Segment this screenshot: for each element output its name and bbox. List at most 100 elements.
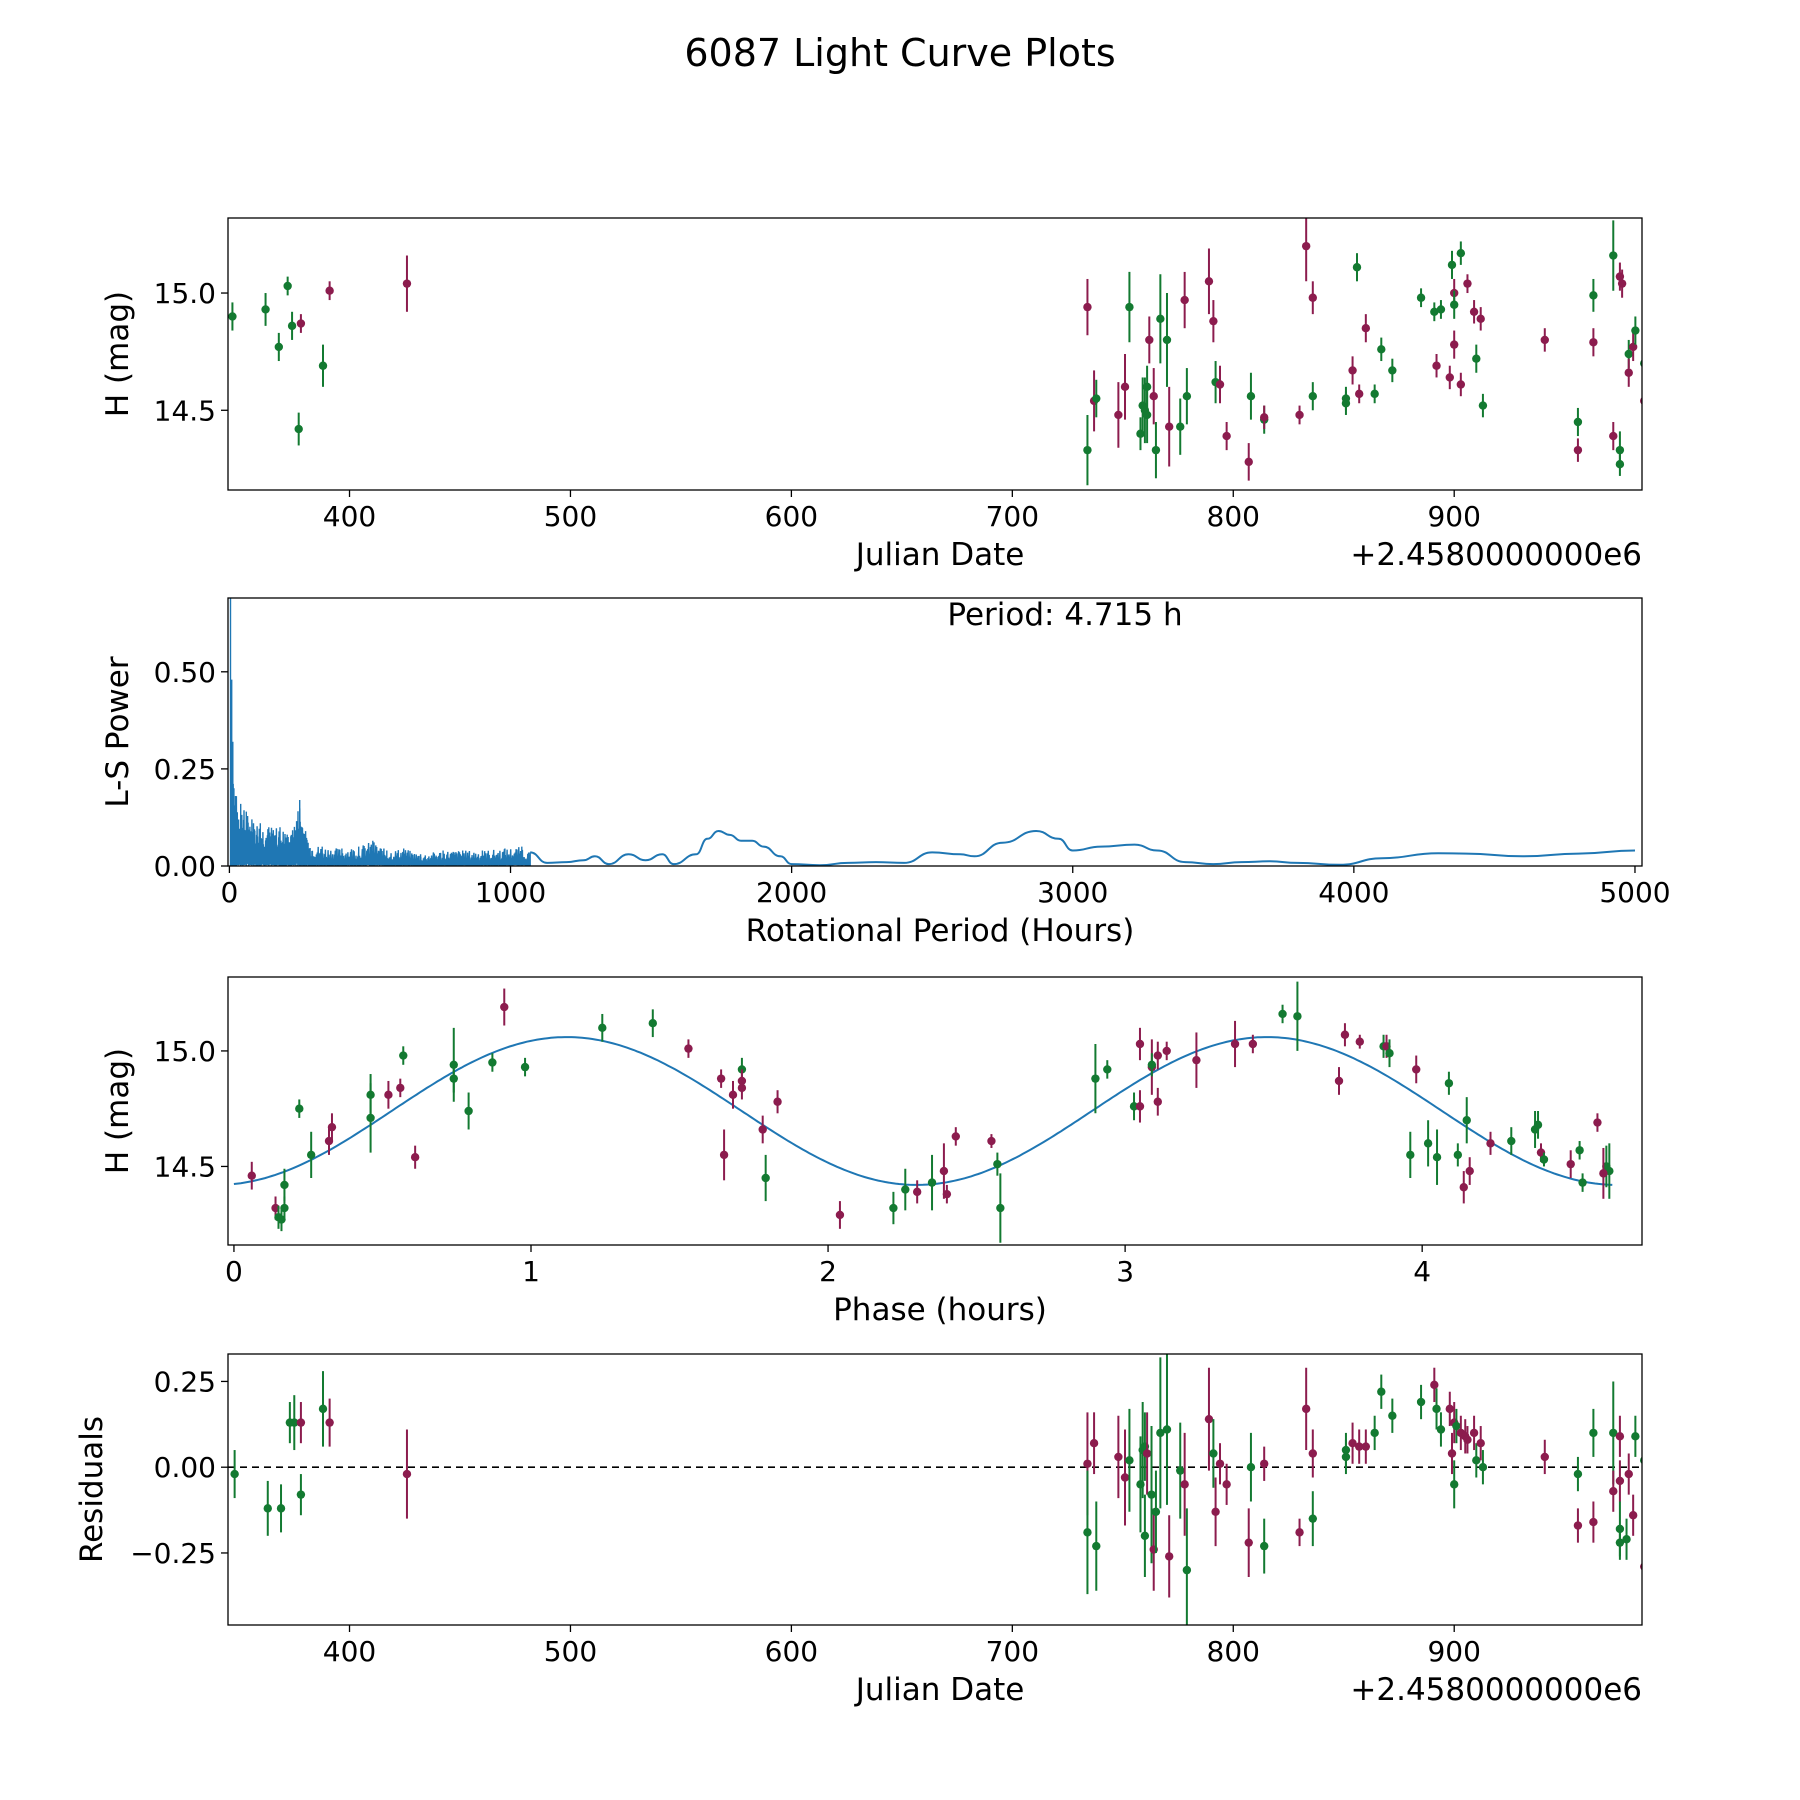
data-point [1370,1428,1379,1438]
data-point [1469,307,1479,316]
x-tick-label: 600 [765,1635,818,1668]
data-point [1478,1463,1488,1472]
data-point [1140,1531,1150,1541]
data-point [1192,1055,1201,1065]
data-point [1308,1514,1318,1523]
data-point [1341,399,1351,408]
data-point [927,1178,937,1187]
data-point [1248,1039,1258,1049]
data-point [1246,1463,1256,1472]
x-tick-label: 800 [1207,1635,1260,1668]
data-point [1348,366,1357,375]
period-annotation: Period: 4.715 h [947,597,1182,633]
data-point [1416,293,1426,302]
data-point [1640,1456,1642,1464]
data-point [287,321,297,331]
data-point [1120,1473,1130,1482]
data-point [1599,1169,1608,1178]
y-tick-label: 14.5 [154,1150,216,1183]
data-point [1430,1380,1439,1390]
data-point [1145,335,1154,345]
data-point [276,1504,286,1513]
data-point [1151,445,1161,455]
data-point [1640,359,1642,367]
data-point [1091,1074,1100,1083]
data-point [1103,1065,1112,1074]
data-point [758,1125,767,1134]
data-point [1308,392,1318,401]
data-point [1624,349,1633,359]
data-point [1209,316,1218,326]
data-point [1476,314,1485,324]
data-point [1308,1449,1318,1458]
data-point [1609,431,1618,441]
data-point [325,286,334,295]
data-point [1436,305,1446,314]
x-tick-label: 0 [220,876,238,909]
data-point [1222,1480,1231,1489]
data-point [1593,1118,1602,1127]
x-tick-label: 800 [1207,500,1260,533]
data-point [598,1023,607,1033]
data-point [1385,1049,1394,1058]
x-tick-label: 4000 [1318,876,1389,909]
y-tick-label: 15.0 [154,1035,216,1068]
data-point [1162,335,1172,345]
data-point [684,1044,693,1053]
data-point [1301,241,1311,251]
data-point [1222,431,1231,441]
data-point [1539,1155,1549,1164]
data-point [1406,1150,1415,1160]
data-point [488,1058,497,1067]
x-tick-label: 3 [1116,1255,1134,1288]
data-point [325,1418,334,1427]
data-point [1125,1456,1134,1465]
data-point [1149,392,1158,401]
data-point [996,1203,1005,1213]
data-point [280,1203,289,1213]
data-point [1589,291,1598,300]
data-point [1445,1404,1454,1414]
data-point [1432,361,1441,370]
data-point [1125,302,1134,312]
plot-area [228,218,1642,486]
data-point [719,1150,729,1160]
y-tick-label: 14.5 [154,394,216,427]
data-point [228,312,237,321]
data-point [1089,1438,1099,1448]
figure-title: 6087 Light Curve Plots [684,31,1115,75]
x-tick-label: 0 [225,1255,243,1288]
y-tick-label: 0.50 [154,656,216,689]
data-point [1609,251,1618,260]
periodogram-noise [229,598,531,866]
data-point [1573,1469,1583,1479]
data-point [1573,417,1583,427]
data-point [773,1097,782,1106]
data-point [1450,340,1459,349]
data-point [912,1187,922,1197]
data-point [327,1122,337,1132]
data-point [261,305,270,314]
x-tick-label: 2000 [756,876,827,909]
data-point [1156,1428,1165,1438]
x-tick-label: 600 [765,500,818,533]
data-point [942,1189,952,1199]
data-point [1609,1428,1618,1438]
data-point [1164,1552,1174,1561]
data-point [1259,1459,1269,1468]
data-point [1129,1102,1139,1111]
data-point [520,1062,530,1072]
data-point [296,319,306,328]
data-point [1259,413,1269,422]
x-tick-label: 500 [544,500,597,533]
data-point [1083,1459,1092,1468]
data-point [1204,277,1214,286]
data-point [1162,1046,1171,1056]
data-point [1459,1183,1468,1192]
y-tick-label: 0.00 [154,850,216,883]
data-point [1469,1428,1479,1438]
x-axis-label: Julian Date [854,1672,1025,1708]
data-point [318,361,328,370]
y-axis-label: L-S Power [100,656,136,807]
data-point [1153,1051,1162,1060]
